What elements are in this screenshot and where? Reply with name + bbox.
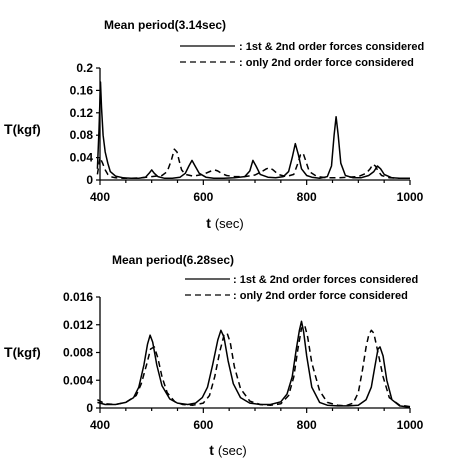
chart-1-y-tick-label: 0.12 (70, 106, 94, 120)
chart-1: Mean period(3.14sec) : 1st & 2nd order f… (4, 18, 424, 231)
chart-2-series-dashed-line (97, 324, 411, 408)
chart-1-title: Mean period(3.14sec) (104, 18, 226, 32)
chart-2-y-tick-label: 0.012 (63, 318, 93, 332)
chart-2-y-tick-label: 0.004 (63, 373, 93, 387)
chart-2-title: Mean period(6.28sec) (112, 253, 234, 267)
chart-1-series-dashed-line (96, 148, 410, 180)
chart-1-x-tick-label: 800 (297, 190, 317, 204)
chart-1-x-tick-label: 1000 (397, 190, 424, 204)
chart-2-legend-solid-label: : 1st & 2nd order forces considered (233, 274, 418, 286)
chart-1-y-tick-label: 0.2 (76, 61, 93, 75)
chart-2-x-tick-label: 400 (90, 418, 110, 432)
chart-2-series-solid-line (97, 320, 411, 409)
chart-2-y-tick-label: 0 (86, 401, 93, 415)
chart-1-y-label: T(kgf) (4, 121, 41, 137)
chart-1-y-tick-label: 0.04 (70, 151, 94, 165)
chart-2-x-tick-label: 1000 (397, 418, 424, 432)
chart-1-y-tick-label: 0.16 (70, 83, 94, 97)
chart-1-legend-solid-label: : 1st & 2nd order forces considered (239, 41, 424, 53)
chart-2: Mean period(6.28sec) : 1st & 2nd order f… (4, 253, 424, 458)
chart-1-y-tick-label: 0.08 (70, 128, 94, 142)
chart-1-series-solid-line (96, 81, 410, 180)
chart-2-x-tick-label: 600 (193, 418, 213, 432)
chart-1-plot-area: 0 0.04 0.08 0.12 0.16 0.2 400 600 800 1000 (70, 61, 424, 204)
chart-2-x-label: t (sec) (209, 442, 246, 458)
chart-1-legend-dashed-label: : only 2nd order force considered (239, 57, 414, 69)
chart-1-x-tick-label: 600 (193, 190, 213, 204)
chart-2-x-tick-label: 800 (297, 418, 317, 432)
chart-1-x-label: t (sec) (206, 215, 243, 231)
chart-2-y-label: T(kgf) (4, 344, 41, 360)
chart-2-y-tick-label: 0.016 (63, 290, 93, 304)
chart-2-legend-dashed-label: : only 2nd order force considered (233, 290, 408, 302)
chart-1-x-tick-label: 400 (90, 190, 110, 204)
chart-2-y-tick-label: 0.008 (63, 346, 93, 360)
chart-1-y-tick-label: 0 (86, 173, 93, 187)
chart-2-plot-area: 0 0.004 0.008 0.012 0.016 400 600 800 1000 (63, 290, 424, 432)
